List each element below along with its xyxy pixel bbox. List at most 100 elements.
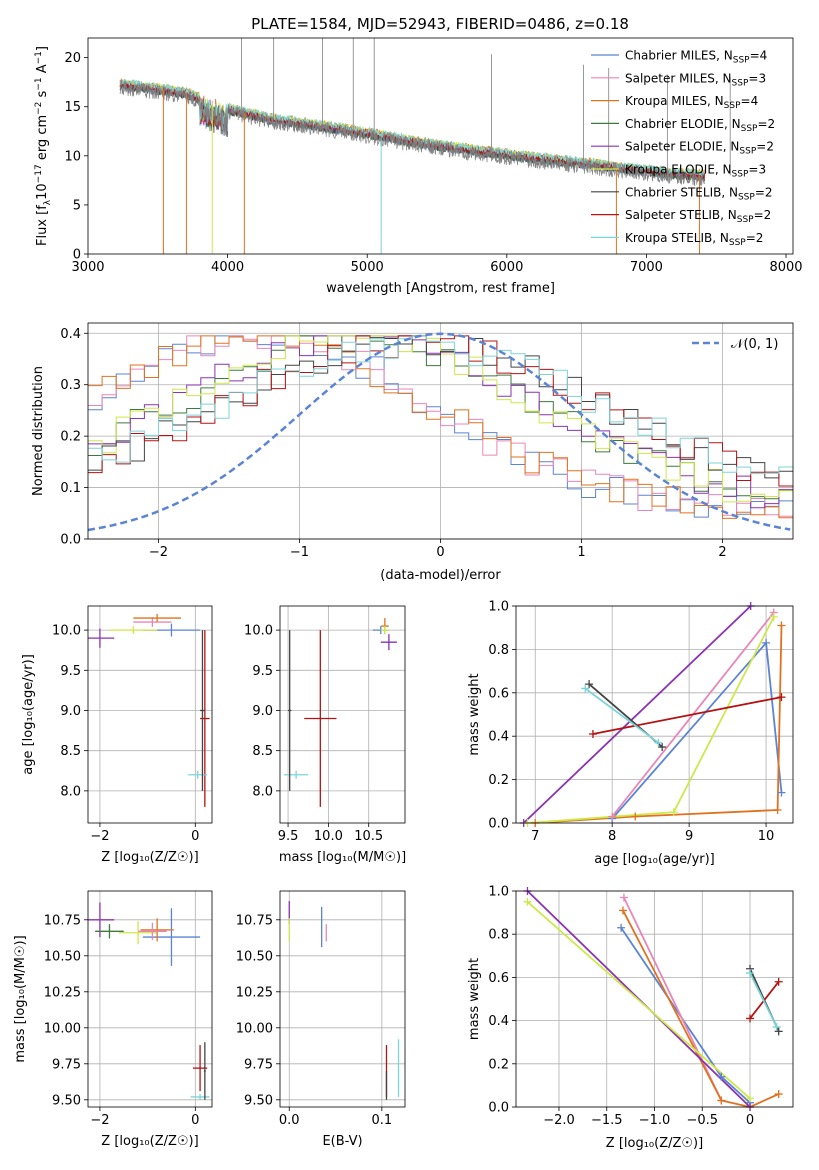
residual-histogram [88,335,793,479]
legend-sub: SSP [732,78,749,88]
x-axis-label: Z [log₁₀(Z/Z☉)] [101,850,198,865]
x-tick-label: 10.5 [354,829,383,844]
panel-mass_vs_ebv: 0.0 0.1 9.50 9.75 10.00 10.25 10.50 10.75 E(B-V) [236,890,406,1149]
residual-histogram [88,335,793,487]
mass-weight-marker [777,788,786,797]
y-axis-label-part: Flux [f [35,205,50,246]
y-tick-label: 5 [73,198,81,213]
mass-weight-line [527,616,775,823]
x-tick-label: 0 [746,1113,754,1128]
x-tick-label: 6000 [490,260,523,275]
axes-frame [87,890,213,1108]
mass-weight-line [535,625,783,823]
gaussian-curve [88,332,791,532]
y-tick-label: 10.50 [236,949,273,964]
legend-text: Chabrier ELODIE, N [625,117,741,131]
y-axis-label: age [log₁₀(age/yr)] [21,654,36,775]
y-tick-label: 0.2 [60,430,81,445]
y-tick-label: 1.0 [488,600,509,615]
mass-weight-line [584,687,659,744]
model-spectrum-line [119,78,706,177]
legend-sub: SSP [732,170,749,180]
axes-frame [87,37,794,255]
x-tick-label: −1.5 [591,1113,623,1128]
mass-weight-marker [746,1014,755,1023]
mass-weight-marker [669,808,678,817]
plot-area [88,332,793,532]
y-tick-label: 8.5 [252,744,273,759]
y-tick-label: 0.1 [60,481,81,496]
mass-weight-line [526,901,751,1100]
y-tick-label: 20 [64,51,81,66]
y-tick-label: 0.0 [488,817,509,832]
y-tick-label: 9.0 [60,704,81,719]
mass-weight-marker [658,743,667,752]
y-tick-label: 0.2 [488,773,509,788]
x-tick-label: 10 [758,829,775,844]
legend-entry: Chabrier STELIB, NSSP=2 [625,185,773,202]
legend-text: Kroupa STELIB, N [625,231,729,245]
x-tick-label: 0.0 [279,1113,300,1128]
y-tick-label: 0.3 [60,378,81,393]
x-tick-label: 9 [685,829,693,844]
y-axis-label-part: A [35,64,50,77]
legend-text: Salpeter MILES, N [625,71,732,85]
legend-entry: Salpeter ELODIE, NSSP=2 [625,140,774,157]
axes-frame [279,890,406,1108]
mass-weight-marker [762,638,771,647]
legend-sub: SSP [724,101,741,111]
mass-weight-marker [746,1094,755,1103]
x-axis-label: Z [log₁₀(Z/Z☉)] [606,1136,703,1151]
x-tick-label: 7 [531,829,539,844]
y-tick-label: 8.0 [252,784,273,799]
legend-entry: Kroupa STELIB, NSSP=2 [625,231,763,248]
mass-weight-marker [631,812,640,821]
y-tick-label: 8.5 [60,744,81,759]
mass-weight-marker [777,621,786,630]
mass-weight-marker [619,893,628,902]
y-axis-label-part: ] [35,46,50,51]
y-axis-label: mass weight [467,958,482,1040]
y-axis-label-part: 10 [35,183,50,200]
legend-sub: SSP [737,215,754,225]
residual-histogram [88,335,793,503]
mass-weight-line [523,606,752,823]
residual-histogram [88,335,793,517]
legend-text: Chabrier STELIB, N [625,185,738,199]
mass-weight-marker [618,906,627,915]
y-tick-label: 0.6 [488,686,509,701]
y-tick-label: 0.6 [488,971,509,986]
plot-area [526,891,780,1107]
legend-text: Salpeter STELIB, N [625,208,737,222]
y-tick-label: 10.25 [236,985,273,1000]
mass-weight-line [611,640,783,820]
mass-weight-marker [773,805,782,814]
x-axis-label: E(B-V) [322,1134,362,1149]
y-tick-label: 9.50 [244,1093,273,1108]
x-tick-label: −1.0 [639,1113,671,1128]
plot-area [523,606,783,823]
mass-weight-line [622,909,780,1107]
mass-weight-marker [654,738,663,747]
y-tick-label: 10 [64,149,81,164]
y-tick-label: 10.75 [236,913,273,928]
y-tick-label: 0.8 [488,928,509,943]
y-tick-label: 0.0 [60,533,81,548]
legend-entry: Salpeter STELIB, NSSP=2 [625,208,771,225]
y-tick-label: 10.0 [52,624,81,639]
model-spectrum-line [119,79,706,177]
legend-eq: =2 [755,185,773,199]
y-axis-label-part: erg cm [35,115,50,164]
panel-massweight_vs_Z: −2.0 −1.5 −1.0 −0.5 0 0.0 0.2 0.4 0.6 0.8 1.0 Z [lo… [467,885,794,1151]
y-tick-label: 10.00 [236,1021,273,1036]
mass-weight-marker [608,812,617,821]
legend-text: Kroupa ELODIE, N [625,163,732,177]
model-spectrum-line [119,78,706,177]
x-tick-label: 0 [191,1113,199,1128]
mass-weight-marker [774,1027,783,1036]
x-tick-label: 1 [577,545,585,560]
x-tick-label: 8000 [769,260,802,275]
legend-sub: SSP [738,192,755,202]
y-axis-label-part: −1 [34,51,44,64]
x-axis-label: Z [log₁₀(Z/Z☉)] [101,1134,198,1149]
